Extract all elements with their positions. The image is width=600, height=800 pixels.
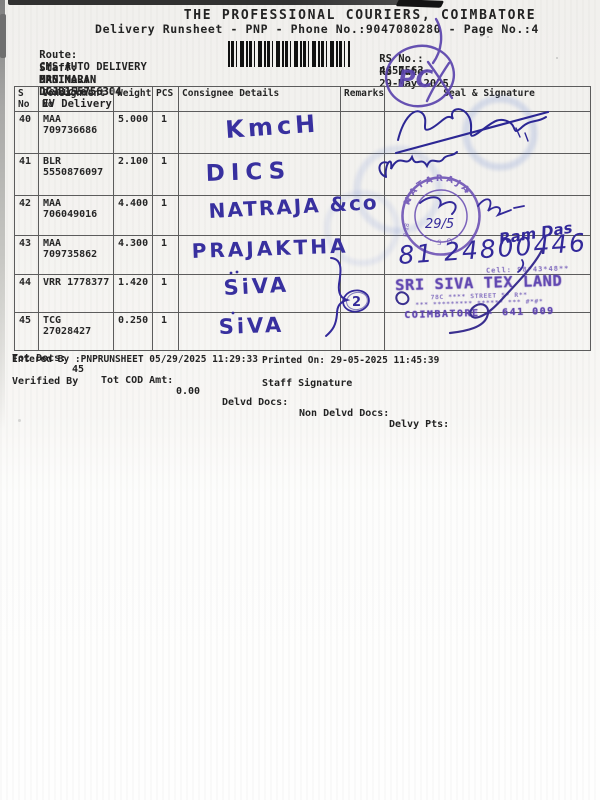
cell-sno: 44: [14, 274, 39, 313]
tot-cod-value: 0.00: [176, 386, 201, 397]
cell-remarks: [339, 111, 386, 154]
delvd-docs-label: Delvd Docs:: [222, 397, 289, 408]
staff-signature-label: Staff Signature: [262, 378, 353, 389]
cell-weight: 4.400: [113, 195, 153, 236]
scan-speck: [480, 34, 483, 37]
table-header-row: S No Consignment No Weight PCS Consignee…: [14, 86, 592, 112]
cell-consignee: [178, 153, 341, 196]
cell-sno: 41: [14, 153, 39, 196]
cell-consignee: [178, 312, 341, 351]
cell-consignee: [178, 235, 341, 275]
staff-label: Staff:: [39, 61, 78, 74]
table-row: 41 BLR 5550876097 2.100 1: [14, 153, 592, 196]
runsheet-subtitle: Delivery Runsheet - PNP - Phone No.:9047…: [95, 22, 539, 36]
column-header-pcs: PCS: [152, 86, 179, 112]
column-header-remarks: Remarks: [339, 86, 386, 112]
company-title: THE PROFESSIONAL COURIERS, COIMBATORE: [183, 8, 537, 23]
scan-artifact-corner-blob: [0, 14, 6, 58]
cell-consignee: [178, 195, 341, 236]
cell-pcs: 1: [152, 195, 179, 236]
cell-consignee: [178, 111, 341, 154]
scan-speck: [556, 57, 558, 59]
totals-line: Tot Docs: 45 Tot COD Amt: 0.00 Delvd Doc…: [0, 342, 600, 441]
tot-cod-label: Tot COD Amt:: [101, 375, 174, 386]
delvy-pts-label: Delvy Pts:: [389, 419, 450, 430]
table-row: 40 MAA 709736686 5.000 1: [14, 111, 592, 154]
route-value: CMS AUTO DELIVERY: [39, 61, 147, 73]
scan-artifact-top-edge: [8, 0, 408, 5]
cell-consignment: MAA 709735862: [38, 235, 114, 275]
cell-consignment: BLR 5550876097: [38, 153, 114, 196]
rs-date-label: RS Date:: [379, 65, 430, 78]
table-row: 42 MAA 706049016 4.400 1: [14, 195, 592, 236]
entered-by-line: Entered By :PNPRUNSHEET 05/29/2025 11:29…: [12, 354, 258, 365]
scan-artifact-top-right-blob: [395, 0, 445, 8]
column-header-consignment: Consignment No: [38, 86, 114, 112]
cell-pcs: 1: [152, 274, 179, 313]
printed-on-line: Printed On: 29-05-2025 11:45:39: [262, 355, 440, 366]
cell-remarks: [339, 235, 386, 275]
column-header-sno: S No: [14, 86, 39, 112]
scan-speck: [18, 419, 21, 422]
drs-label: DRS No.:: [39, 74, 90, 86]
column-header-weight: Weight: [113, 86, 153, 112]
scan-speck: [487, 36, 489, 38]
cell-consignment: MAA 709736686: [38, 111, 114, 154]
cell-sno: 43: [14, 235, 39, 275]
cell-consignment: MAA 706049016: [38, 195, 114, 236]
cell-pcs: 1: [152, 235, 179, 275]
tot-docs-value: 45: [72, 364, 85, 375]
barcode: [228, 41, 350, 67]
route-line: Route: CMS AUTO DELIVERY: [14, 37, 147, 73]
cell-pcs: 1: [152, 153, 179, 196]
column-header-consignee: Consignee Details: [178, 86, 341, 112]
cell-sno: 40: [14, 111, 39, 154]
column-header-seal: Seal & Signature: [384, 86, 592, 112]
route-label: Route:: [39, 49, 78, 61]
scan-speck: [532, 29, 534, 31]
cell-consignment: VRR 1778377: [38, 274, 114, 313]
non-delvd-docs-label: Non Delvd Docs:: [299, 408, 390, 419]
cell-weight: 5.000: [113, 111, 153, 154]
cell-pcs: 1: [152, 111, 179, 154]
cell-remarks: [339, 274, 386, 313]
staff-value: MANIMARAN: [39, 73, 97, 86]
cell-seal: [384, 195, 592, 236]
cell-seal: [384, 111, 592, 154]
staff-line: Staff: MANIMARAN: [14, 50, 96, 86]
verified-by-label: Verified By: [12, 376, 79, 387]
cell-consignee: [178, 274, 341, 313]
cell-weight: 1.420: [113, 274, 153, 313]
cell-remarks: [339, 195, 386, 236]
seal-stamp-sri-siva-tex: Cell: 98*43*48** SRI SIVA TEX LAND 78C *…: [379, 264, 578, 322]
tot-docs-label: Tot Docs:: [12, 353, 67, 364]
cell-sno: 42: [14, 195, 39, 236]
cell-remarks: [339, 153, 386, 196]
cell-seal: [384, 153, 592, 196]
cell-weight: 4.300: [113, 235, 153, 275]
rs-date-line: RS Date: 29-May-2025: [354, 54, 449, 90]
cell-weight: 2.100: [113, 153, 153, 196]
cell-weight: 0.250: [113, 312, 153, 351]
cell-consignment: TCG 27028427: [38, 312, 114, 351]
